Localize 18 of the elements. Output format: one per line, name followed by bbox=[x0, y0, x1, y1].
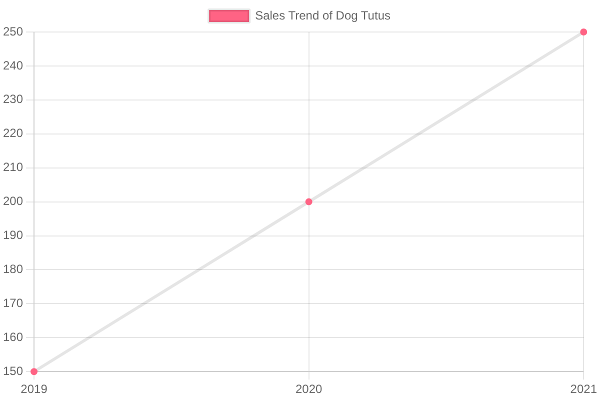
legend-label: Sales Trend of Dog Tutus bbox=[255, 8, 390, 22]
x-tick-label: 2020 bbox=[295, 382, 323, 396]
point bbox=[30, 368, 38, 376]
y-tick-label: 240 bbox=[2, 58, 24, 72]
x-tick-label: 2021 bbox=[570, 382, 598, 396]
y-tick-label: 150 bbox=[2, 364, 24, 378]
y-tick-label: 190 bbox=[2, 228, 24, 242]
point bbox=[305, 198, 312, 206]
y-tick-label: 220 bbox=[2, 126, 24, 140]
y-tick-label: 200 bbox=[2, 194, 24, 208]
y-tick-label: 170 bbox=[2, 296, 24, 310]
y-tick-label: 160 bbox=[2, 330, 24, 344]
x-tick-label: 2019 bbox=[20, 382, 48, 396]
point bbox=[580, 28, 588, 36]
y-tick-label: 230 bbox=[2, 92, 24, 106]
y-tick-label: 180 bbox=[2, 262, 24, 276]
y-tick-label: 210 bbox=[2, 160, 24, 174]
y-tick-label: 250 bbox=[2, 24, 24, 38]
